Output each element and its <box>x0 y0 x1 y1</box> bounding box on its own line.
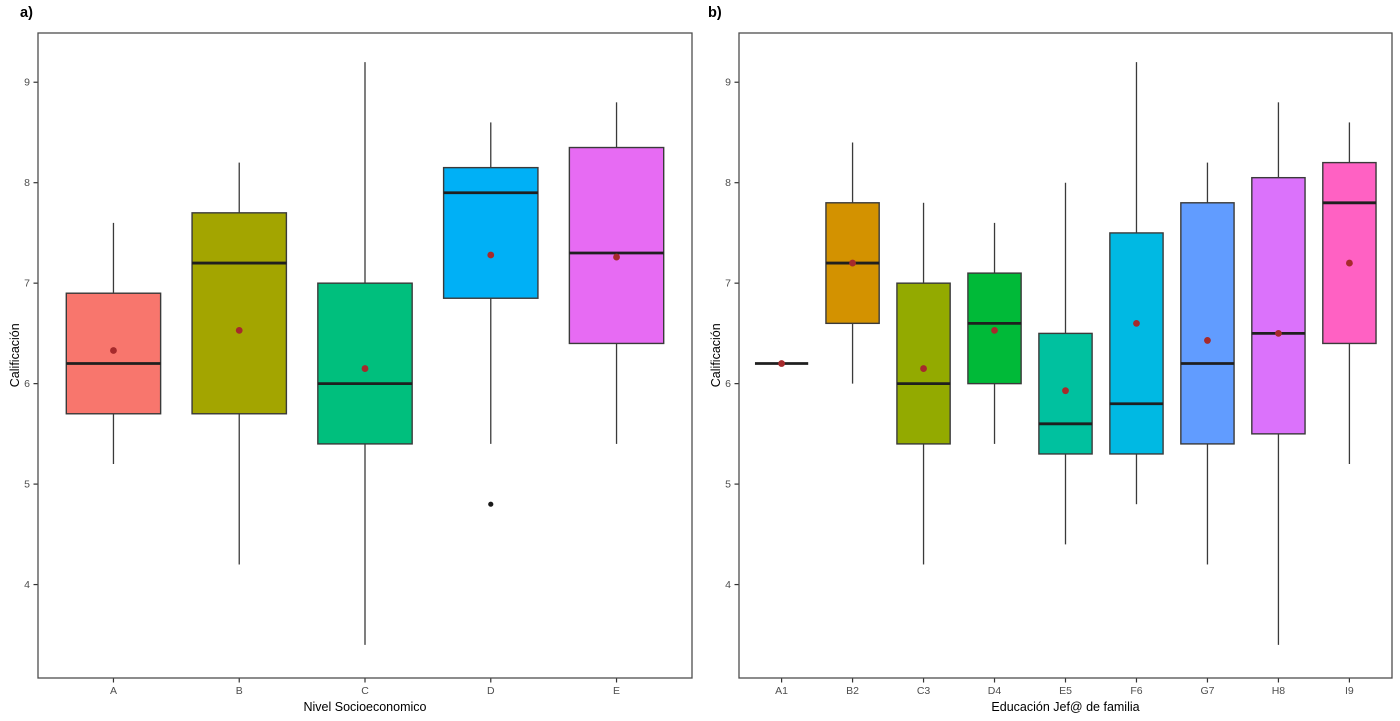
panel-a-x-tick-label: B <box>236 685 243 697</box>
panel-a-y-tick-label: 7 <box>24 278 30 290</box>
panel-a-x-tick-label: E <box>613 685 620 697</box>
panel-a-x-tick-label: D <box>487 685 495 697</box>
box-I9 <box>1322 161 1377 345</box>
panel-b-y-tick-label: 8 <box>725 177 731 189</box>
panel-b-label: b) <box>708 5 722 21</box>
mean-dot-H8 <box>1275 329 1282 337</box>
box-F6 <box>1109 232 1164 455</box>
panel-b-x-tick-label: I9 <box>1345 685 1354 697</box>
mean-dot-E5 <box>1062 387 1069 395</box>
panel-b-x-tick-label: B2 <box>846 685 859 697</box>
mean-dot-A <box>110 347 117 354</box>
panel-b-x-tick-label: E5 <box>1059 685 1072 697</box>
panel-b-x-tick-label: F6 <box>1130 685 1142 697</box>
panel-b-x-axis-title: Educación Jef@ de familia <box>991 700 1140 714</box>
panel-a-x-tick-label: C <box>361 685 369 697</box>
panel-b-border <box>738 32 1393 679</box>
box-D <box>442 166 539 299</box>
panel-b-y-tick-label: 4 <box>725 579 731 591</box>
box-H8 <box>1251 176 1306 435</box>
mean-dot-F6 <box>1133 319 1140 327</box>
panel-b-x-tick-label: H8 <box>1272 685 1286 697</box>
panel-a-y-tick-label: 5 <box>24 479 30 491</box>
panel-b-y-tick-label: 9 <box>725 77 731 89</box>
outlier-point-D-0 <box>488 501 494 507</box>
panel-a-x-tick-label: A <box>110 685 117 697</box>
mean-dot-E <box>613 253 620 261</box>
panel-b-y-tick-label: 6 <box>725 378 731 390</box>
box-G7 <box>1180 202 1235 445</box>
mean-dot-C <box>361 365 369 372</box>
mean-dot-B2 <box>849 259 856 267</box>
box-B <box>191 212 288 415</box>
panel-b-y-tick-label: 7 <box>725 278 731 290</box>
panel-b-y-axis-title: Calificación <box>708 323 723 388</box>
box-C3 <box>896 282 951 445</box>
box-C <box>317 282 413 445</box>
panel-b-x-tick-label: C3 <box>917 685 931 697</box>
mean-dot-I9 <box>1346 259 1353 267</box>
panel-b-x-tick-label: D4 <box>988 685 1002 697</box>
panel-a-y-tick-label: 8 <box>24 177 30 189</box>
box-E <box>568 146 665 345</box>
panel-b-x-tick-label: G7 <box>1200 685 1214 697</box>
panel-a-border <box>37 32 693 679</box>
panel-a-x-axis-title: Nivel Socioeconomico <box>303 700 427 714</box>
panel-a-y-tick-label: 4 <box>24 579 30 591</box>
panel-b-y-tick-label: 5 <box>725 479 731 491</box>
mean-dot-A1 <box>778 360 785 367</box>
panel-a-label: a) <box>20 5 33 21</box>
mean-dot-C3 <box>920 365 927 372</box>
mean-dot-D <box>487 251 495 259</box>
mean-dot-D4 <box>991 326 998 334</box>
panel-a-y-axis-title: Calificación <box>7 323 22 388</box>
mean-dot-B <box>235 326 243 334</box>
panel-b-x-tick-label: A1 <box>775 685 788 697</box>
panel-a-y-tick-label: 9 <box>24 77 30 89</box>
mean-dot-G7 <box>1204 337 1211 344</box>
panel-a-y-tick-label: 6 <box>24 378 30 390</box>
